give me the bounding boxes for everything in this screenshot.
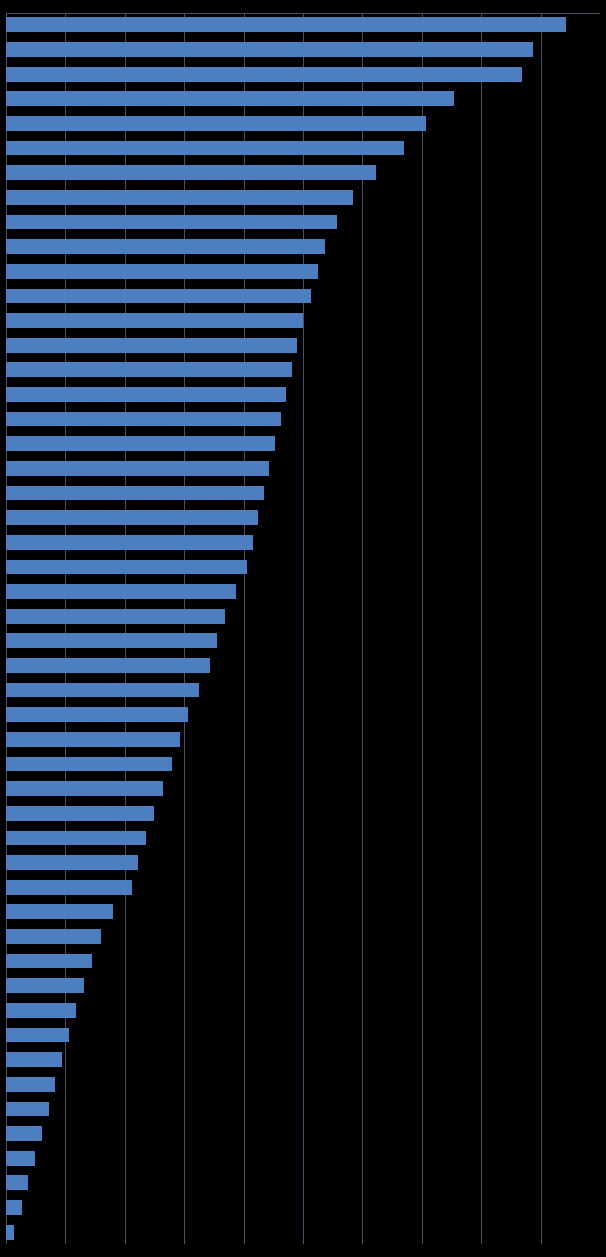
Bar bbox=[6, 239, 325, 254]
Bar bbox=[6, 510, 258, 525]
Bar bbox=[6, 190, 353, 205]
Bar bbox=[6, 954, 92, 968]
Bar bbox=[6, 905, 113, 919]
Bar bbox=[6, 166, 376, 180]
Bar bbox=[6, 18, 567, 33]
Bar bbox=[6, 412, 281, 426]
Bar bbox=[6, 1151, 35, 1165]
Bar bbox=[6, 683, 199, 698]
Bar bbox=[6, 1077, 55, 1091]
Bar bbox=[6, 1052, 62, 1067]
Bar bbox=[6, 757, 172, 772]
Bar bbox=[6, 806, 154, 821]
Bar bbox=[6, 978, 84, 993]
Bar bbox=[6, 1126, 42, 1141]
Bar bbox=[6, 116, 426, 131]
Bar bbox=[6, 1200, 22, 1214]
Bar bbox=[6, 708, 188, 722]
Bar bbox=[6, 362, 292, 377]
Bar bbox=[6, 485, 264, 500]
Bar bbox=[6, 880, 132, 895]
Bar bbox=[6, 855, 138, 870]
Bar bbox=[6, 585, 236, 598]
Bar bbox=[6, 1003, 76, 1018]
Bar bbox=[6, 338, 298, 352]
Bar bbox=[6, 1224, 14, 1239]
Bar bbox=[6, 1175, 28, 1190]
Bar bbox=[6, 559, 247, 574]
Bar bbox=[6, 461, 270, 475]
Bar bbox=[6, 387, 286, 402]
Bar bbox=[6, 264, 318, 279]
Bar bbox=[6, 732, 180, 747]
Bar bbox=[6, 43, 533, 57]
Bar bbox=[6, 782, 163, 796]
Bar bbox=[6, 436, 275, 451]
Bar bbox=[6, 1101, 48, 1116]
Bar bbox=[6, 92, 454, 106]
Bar bbox=[6, 313, 303, 328]
Bar bbox=[6, 659, 210, 672]
Bar bbox=[6, 141, 404, 156]
Bar bbox=[6, 634, 217, 649]
Bar bbox=[6, 215, 336, 229]
Bar bbox=[6, 67, 522, 82]
Bar bbox=[6, 929, 101, 944]
Bar bbox=[6, 1028, 69, 1042]
Bar bbox=[6, 831, 146, 845]
Bar bbox=[6, 289, 311, 303]
Bar bbox=[6, 535, 253, 549]
Bar bbox=[6, 608, 225, 623]
